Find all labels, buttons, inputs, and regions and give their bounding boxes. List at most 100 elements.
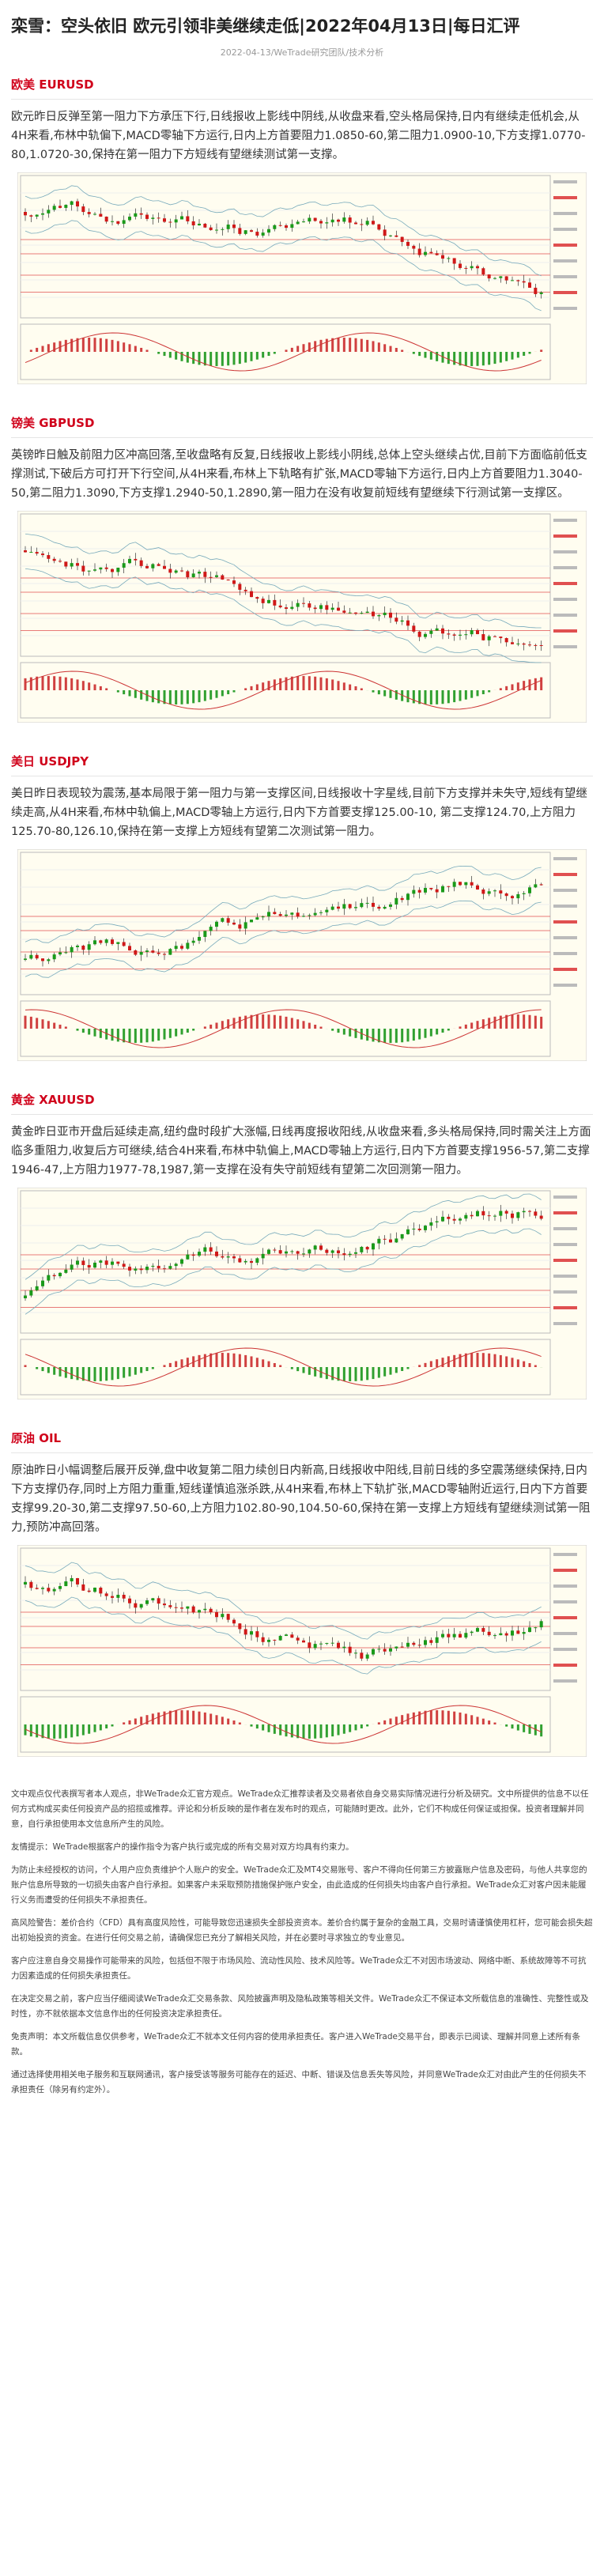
candle-body: [168, 1605, 172, 1607]
macd-bar: [488, 1720, 491, 1724]
candle-body: [481, 890, 485, 894]
candle-body: [122, 563, 126, 568]
candle-body: [70, 201, 74, 206]
price-scale-tick: [553, 1679, 577, 1683]
candle-body: [354, 907, 357, 908]
candle-body: [406, 893, 410, 901]
candle-body: [319, 1643, 323, 1645]
macd-bar: [273, 1014, 276, 1029]
candle-body: [308, 1249, 311, 1254]
macd-bar: [244, 352, 247, 363]
candle-body: [191, 940, 195, 943]
price-scale-tick: [553, 1585, 577, 1588]
candle-body: [534, 287, 538, 294]
macd-bar: [47, 676, 50, 690]
candle-body: [209, 1247, 213, 1252]
macd-bar: [175, 1029, 178, 1037]
macd-bar: [296, 1724, 300, 1739]
candle-body: [232, 922, 236, 925]
macd-bar: [377, 1722, 380, 1724]
article: 栾雪：空头依旧 欧元引领非美继续走低|2022年04月13日|每日汇评 2022…: [11, 17, 593, 2094]
candle-body: [93, 1587, 96, 1592]
candle-body: [243, 1260, 247, 1263]
macd-bar: [349, 1029, 352, 1037]
macd-bar: [210, 1353, 213, 1367]
candle-body: [70, 1264, 74, 1270]
candle-body: [180, 1607, 183, 1609]
candle-body: [435, 253, 439, 255]
candle-body: [534, 644, 538, 646]
macd-bar: [523, 681, 526, 690]
price-chart-image: [17, 849, 587, 1061]
macd-bar: [140, 347, 143, 352]
macd-bar: [308, 676, 311, 690]
macd-bar: [331, 679, 334, 690]
macd-bar: [511, 1358, 514, 1367]
main-panel: [20, 852, 551, 995]
candle-body: [226, 1256, 230, 1258]
macd-bar: [203, 1026, 206, 1029]
macd-bar: [389, 690, 392, 698]
candle-body: [365, 1246, 369, 1250]
candle-body: [87, 944, 91, 950]
macd-bar: [203, 352, 206, 366]
macd-bar: [151, 1029, 154, 1042]
price-scale-tick: [553, 1243, 577, 1246]
macd-bar: [175, 1361, 178, 1367]
macd-bar: [88, 1029, 91, 1035]
candle-body: [342, 1253, 346, 1256]
macd-bar: [447, 1710, 450, 1724]
macd-bar: [481, 690, 485, 694]
macd-bar: [88, 1724, 91, 1734]
candle-body: [400, 897, 404, 901]
candle-body: [134, 1268, 138, 1271]
candle-body: [145, 1267, 149, 1271]
candle-body: [360, 1652, 364, 1659]
candle-body: [29, 954, 33, 959]
candle-body: [493, 1215, 496, 1217]
macd-bar: [360, 1029, 363, 1040]
candle-body: [209, 227, 213, 231]
candle-body: [168, 949, 172, 955]
candle-body: [406, 241, 410, 246]
macd-line: [25, 1009, 542, 1048]
candle-body: [528, 1211, 531, 1212]
macd-bar: [157, 690, 160, 704]
candle-body: [394, 1238, 398, 1243]
candle-body: [452, 1218, 456, 1221]
macd-bar: [267, 1724, 270, 1732]
macd-bar: [105, 338, 108, 352]
candle-body: [360, 613, 364, 614]
macd-bar: [493, 1016, 496, 1029]
band-upper: [25, 185, 542, 277]
macd-bar: [53, 676, 56, 690]
candle-body: [255, 917, 259, 920]
macd-bar: [511, 352, 514, 360]
price-scale-tick: [553, 1664, 577, 1667]
title: 栾雪：空头依旧 欧元引领非美继续走低|2022年04月13日|每日汇评: [11, 17, 520, 36]
macd-bar: [250, 1014, 253, 1029]
candle-body: [163, 954, 166, 955]
candle-body: [522, 281, 526, 283]
candle-body: [128, 217, 131, 221]
macd-bar: [180, 1710, 183, 1724]
price-scale-tick: [553, 645, 577, 648]
macd-bar: [516, 1359, 519, 1367]
macd-bar: [116, 1029, 119, 1042]
macd-bar: [337, 1029, 340, 1033]
candle-body: [198, 572, 201, 574]
price-scale-tick: [553, 307, 577, 310]
macd-bar: [412, 352, 415, 354]
macd-bar: [111, 1367, 114, 1381]
macd-bar: [342, 682, 345, 690]
band-lower: [25, 1228, 542, 1315]
candle-body: [151, 564, 155, 568]
section-heading: 美日 USDJPY: [11, 753, 593, 776]
candle-body: [383, 1238, 387, 1240]
macd-bar: [314, 341, 317, 352]
macd-bar: [186, 690, 189, 704]
candle-body: [76, 1260, 79, 1265]
candle-body: [499, 276, 503, 278]
candle-body: [59, 952, 62, 955]
macd-bar: [360, 688, 363, 690]
